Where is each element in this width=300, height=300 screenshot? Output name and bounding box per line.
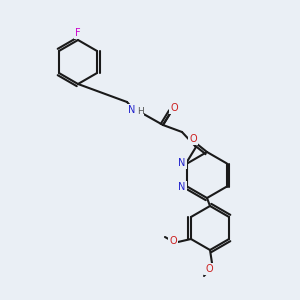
Text: N: N — [178, 182, 186, 191]
Text: O: O — [189, 134, 197, 144]
Text: O: O — [205, 264, 213, 274]
Text: O: O — [169, 236, 177, 246]
Text: O: O — [170, 103, 178, 113]
Text: N: N — [128, 105, 136, 115]
Text: H: H — [136, 107, 143, 116]
Text: N: N — [178, 158, 186, 169]
Text: F: F — [75, 28, 81, 38]
